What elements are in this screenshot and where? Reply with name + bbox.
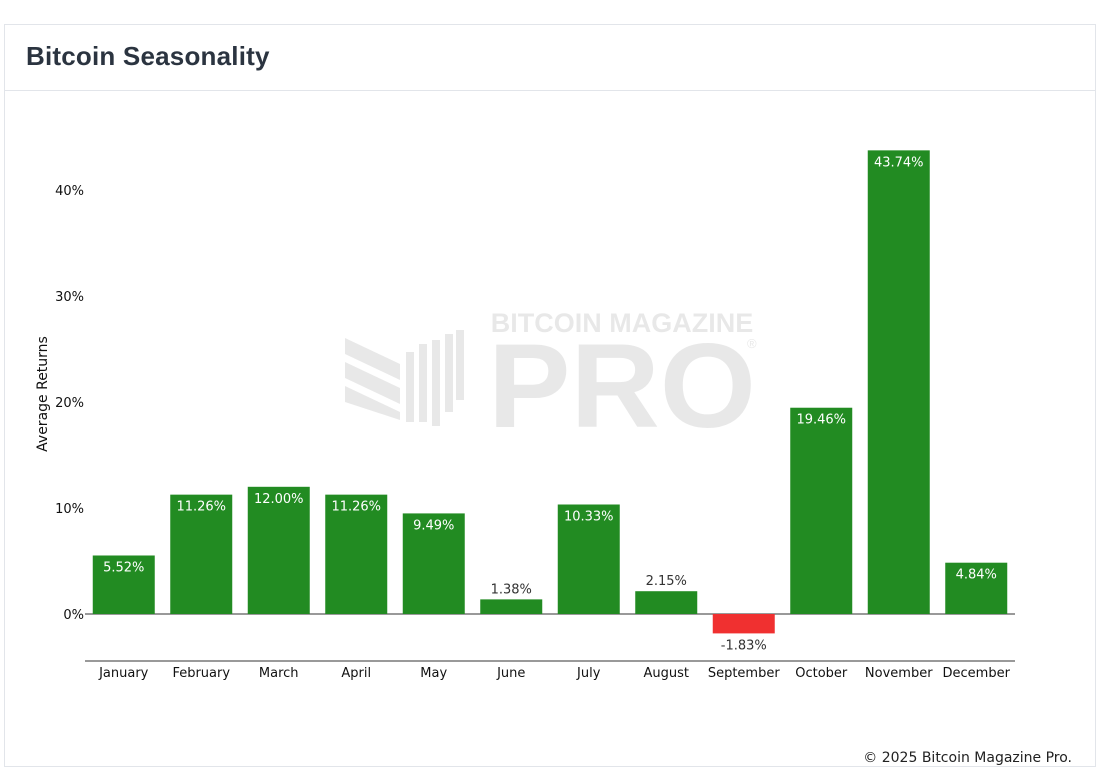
bar-december[interactable]	[945, 562, 1008, 614]
copyright-text: © 2025 Bitcoin Magazine Pro.	[863, 750, 1072, 766]
y-tick-label: 30%	[55, 290, 84, 305]
bar-september[interactable]	[712, 614, 775, 634]
bar-october[interactable]	[790, 407, 853, 614]
x-tick-label: July	[576, 666, 601, 681]
data-label-january: 5.52%	[103, 560, 144, 575]
watermark-emblem-icon	[345, 330, 464, 426]
bar-november[interactable]	[867, 150, 930, 614]
x-tick-label: April	[341, 666, 371, 681]
bar-january[interactable]	[92, 555, 155, 614]
y-axis: 0% 10% 20% 30% 40%	[55, 184, 1015, 623]
data-label-october: 19.46%	[796, 413, 846, 428]
card-header: Bitcoin Seasonality	[5, 25, 1095, 91]
x-tick-label: May	[420, 666, 447, 681]
data-label-september: -1.83%	[721, 638, 767, 653]
data-label-december: 4.84%	[956, 568, 997, 583]
data-label-may: 9.49%	[413, 518, 454, 533]
data-labels-group: 5.52% 11.26% 12.00% 11.26% 9.49% 1.38% 10.33% 2…	[103, 155, 997, 653]
data-label-february: 11.26%	[176, 500, 226, 515]
watermark-text-top: BITCOIN MAGAZINE	[491, 308, 754, 338]
page-title: Bitcoin Seasonality	[26, 41, 270, 71]
data-label-june: 1.38%	[491, 582, 532, 597]
x-axis: January February March April May June July Augu…	[85, 660, 1015, 681]
watermark-registered: ®	[747, 336, 757, 351]
bar-june[interactable]	[480, 599, 543, 614]
x-tick-label: August	[644, 666, 690, 681]
data-label-july: 10.33%	[564, 510, 614, 525]
bars-group	[92, 150, 1008, 634]
x-tick-label: October	[795, 666, 848, 681]
y-axis-title: Average Returns	[35, 336, 51, 452]
bar-july[interactable]	[557, 504, 620, 614]
bar-august[interactable]	[635, 591, 698, 614]
data-label-march: 12.00%	[254, 492, 304, 507]
watermark-text-pro: PRO	[488, 319, 756, 453]
y-tick-label: 0%	[63, 608, 84, 623]
x-tick-label: November	[865, 666, 933, 681]
data-label-august: 2.15%	[646, 574, 687, 589]
data-label-april: 11.26%	[331, 500, 381, 515]
watermark-logo: BITCOIN MAGAZINE PRO ®	[345, 308, 757, 453]
x-tick-label: December	[943, 666, 1011, 681]
x-tick-label: June	[496, 666, 525, 681]
x-tick-label: January	[98, 666, 149, 681]
data-label-november: 43.74%	[874, 155, 924, 170]
bar-february[interactable]	[170, 494, 233, 614]
y-tick-label: 10%	[55, 502, 84, 517]
bar-march[interactable]	[247, 486, 310, 614]
bar-may[interactable]	[402, 513, 465, 614]
x-tick-label: February	[172, 666, 230, 681]
bar-april[interactable]	[325, 494, 388, 614]
x-tick-label: September	[708, 666, 781, 681]
y-tick-label: 40%	[55, 184, 84, 199]
x-tick-label: March	[259, 666, 299, 681]
y-tick-label: 20%	[55, 396, 84, 411]
